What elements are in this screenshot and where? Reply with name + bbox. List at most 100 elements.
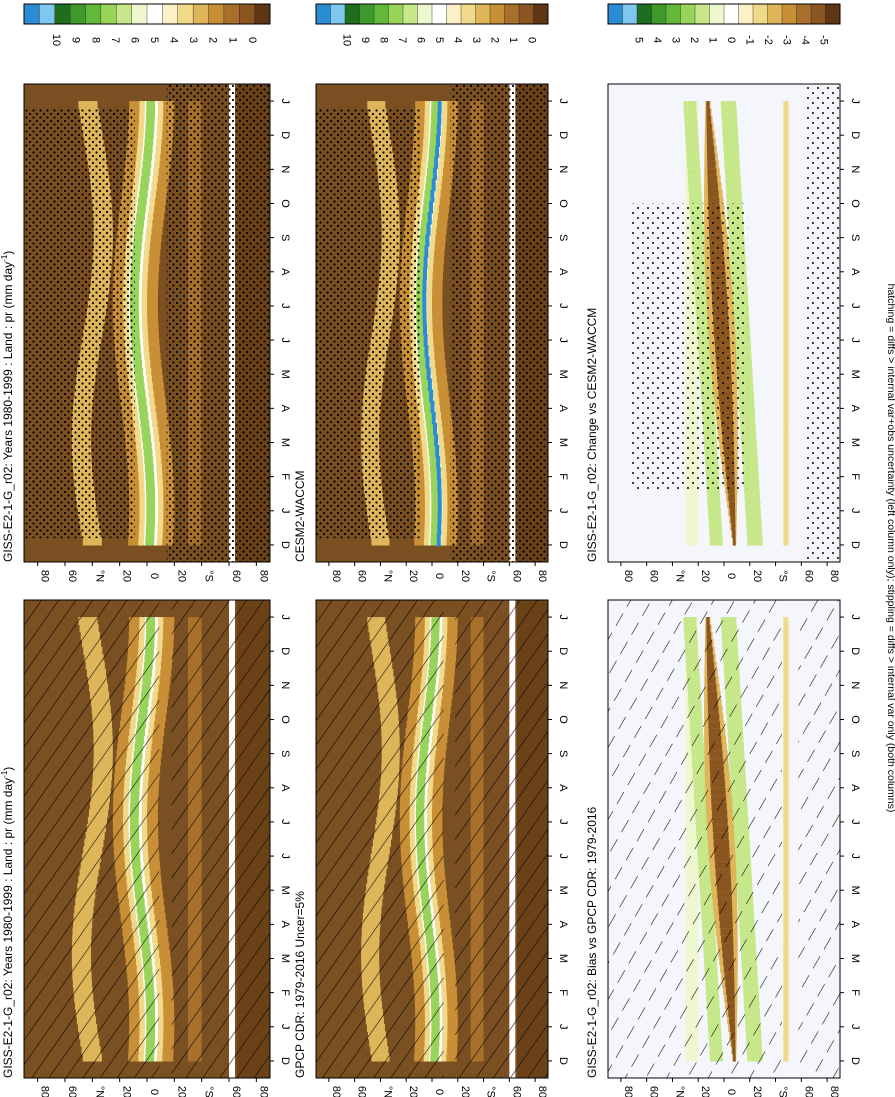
field-cell [145, 537, 155, 546]
month-tick-label: F [849, 989, 861, 996]
field-cell [706, 108, 711, 117]
month-tick-label: A [279, 268, 291, 276]
field-cell [446, 986, 457, 995]
field-cell [432, 330, 444, 339]
colorbar-tick-label: 4 [168, 37, 180, 43]
field-cell [446, 994, 458, 1003]
lat-tick-label: 20 [459, 1086, 471, 1097]
field-cell [426, 426, 436, 435]
field-cell [151, 441, 158, 450]
field-cell [783, 256, 789, 265]
field-cell [415, 293, 425, 302]
field-cell [729, 507, 736, 516]
field-cell [442, 500, 451, 509]
colorbar-segment [208, 3, 225, 25]
field-cell [145, 478, 156, 487]
colorbar-segment [533, 3, 549, 25]
field-cell [783, 241, 789, 250]
field-cell [706, 115, 712, 124]
colorbar-tick-label: 8 [378, 37, 390, 43]
field-cell [420, 433, 428, 442]
lat-tick-label: 60 [356, 570, 368, 582]
field-cell [783, 890, 789, 899]
field-cell [441, 698, 452, 707]
month-tick-label: J [279, 98, 291, 104]
field-cell [707, 189, 719, 198]
field-cell [157, 500, 167, 509]
field-cell [414, 470, 428, 479]
field-cell [156, 411, 168, 420]
colorbar-segment [825, 3, 841, 25]
month-tick-label: D [557, 541, 569, 549]
field-cell [706, 101, 710, 110]
field-cell [421, 382, 431, 391]
field-cell [419, 175, 427, 184]
field-cell [140, 419, 150, 428]
colorbar-segment [694, 3, 711, 25]
field-cell [441, 470, 450, 479]
field-cell [423, 267, 428, 281]
field-cell [148, 263, 160, 272]
field-cell [159, 676, 171, 685]
field-cell [418, 182, 426, 191]
field-cell [433, 411, 439, 420]
month-tick-label: M [557, 438, 569, 447]
field-cell [415, 300, 425, 309]
panel-title: GPCP CDR: 1979-2016 Uncer=5% [293, 891, 307, 1078]
field-cell [436, 419, 445, 428]
field-cell [744, 485, 760, 494]
field-cell [783, 300, 789, 309]
field-cell [141, 293, 150, 302]
field-cell [161, 979, 173, 988]
panel-title-sup: -1 [0, 770, 9, 778]
field-cell [685, 537, 699, 546]
field-cell [128, 530, 143, 539]
field-cell [422, 145, 430, 154]
field-cell [163, 1023, 175, 1032]
field-cell [783, 493, 789, 502]
lat-tick-label: 80 [330, 570, 342, 582]
field-cell [783, 809, 789, 818]
field-cell [156, 130, 165, 139]
field-cell [160, 448, 172, 457]
field-cell [433, 182, 439, 191]
field-cell [142, 359, 148, 368]
field-cell [783, 691, 789, 700]
field-cell [157, 1016, 167, 1025]
colorbar-tick-label: 0 [525, 37, 537, 43]
colorbar-segment [402, 3, 419, 25]
field-cell [441, 522, 450, 531]
colorbar-tick-label: 1 [707, 37, 719, 43]
field-cell [440, 456, 449, 465]
field-cell [130, 308, 140, 317]
field-cell [437, 212, 449, 221]
field-cell [689, 197, 703, 206]
field-cell [783, 772, 789, 781]
field-cell [446, 979, 457, 988]
field-cell [135, 433, 143, 442]
colorbar-tick-label: 3 [670, 37, 682, 43]
field-cell [783, 646, 789, 655]
field-cell [136, 212, 146, 221]
field-cell [139, 115, 146, 124]
field-cell [430, 530, 440, 539]
field-cell [423, 463, 430, 472]
field-cell [157, 1038, 166, 1047]
lat-tick-label: 80 [828, 1086, 840, 1097]
colorbar-segment [146, 3, 163, 25]
field-cell [783, 1001, 789, 1010]
colorbar-tick-label: 1 [226, 37, 238, 43]
month-tick-label: N [849, 681, 861, 689]
field-cell [440, 979, 449, 988]
field-cell [143, 448, 154, 457]
field-cell [419, 359, 429, 368]
field-cell [783, 145, 789, 154]
field-cell [783, 676, 789, 685]
field-cell [783, 500, 789, 509]
field-cell [441, 986, 450, 995]
field-cell [742, 463, 759, 472]
month-tick-label: D [557, 647, 569, 655]
field-cell [415, 108, 428, 117]
